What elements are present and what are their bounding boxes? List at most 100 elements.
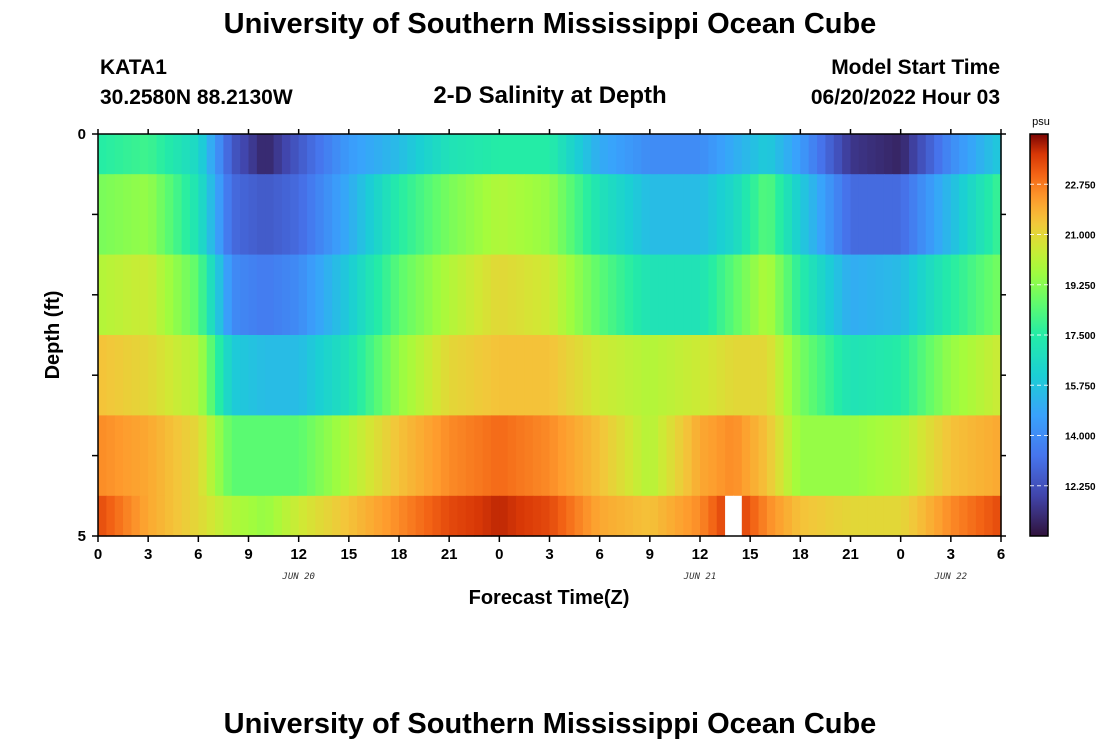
heatmap-cell bbox=[131, 495, 141, 537]
heatmap-cell bbox=[499, 254, 509, 336]
heatmap-cell bbox=[532, 335, 542, 416]
heatmap-cell bbox=[98, 415, 107, 497]
heatmap-cell bbox=[925, 495, 935, 537]
heatmap-cell bbox=[532, 134, 542, 175]
heatmap-cell bbox=[432, 174, 442, 256]
heatmap-cell bbox=[265, 254, 275, 336]
heatmap-cell bbox=[189, 174, 199, 256]
heatmap-cell bbox=[440, 134, 450, 175]
heatmap-cell bbox=[198, 254, 208, 336]
colorbar-tick-label: 21.000 bbox=[1065, 231, 1096, 242]
heatmap-cell bbox=[758, 174, 768, 256]
heatmap-cell bbox=[340, 254, 350, 336]
heatmap-cell bbox=[808, 254, 818, 336]
heatmap-cell bbox=[281, 415, 291, 497]
heatmap-cell bbox=[633, 254, 643, 336]
heatmap-cell bbox=[658, 254, 668, 336]
heatmap-cell bbox=[490, 495, 500, 537]
heatmap-cell bbox=[373, 174, 383, 256]
heatmap-cell bbox=[758, 495, 768, 537]
heatmap-cell bbox=[850, 134, 860, 175]
heatmap-cell bbox=[959, 495, 969, 537]
heatmap-cell bbox=[758, 335, 768, 416]
heatmap-cell bbox=[424, 415, 434, 497]
heatmap-cell bbox=[474, 254, 484, 336]
heatmap-cell bbox=[148, 495, 158, 537]
heatmap-cell bbox=[357, 335, 367, 416]
heatmap-cell bbox=[231, 134, 241, 175]
heatmap-cell bbox=[449, 254, 459, 336]
heatmap-cell bbox=[925, 335, 935, 416]
heatmap-cell bbox=[499, 335, 509, 416]
heatmap-cell bbox=[541, 335, 551, 416]
heatmap-cell bbox=[766, 174, 776, 256]
heatmap-cell bbox=[599, 495, 609, 537]
heatmap-cell bbox=[407, 254, 417, 336]
heatmap-cell bbox=[691, 134, 701, 175]
heatmap-cell bbox=[683, 495, 693, 537]
heatmap-cell bbox=[925, 415, 935, 497]
heatmap-cell bbox=[206, 495, 216, 537]
heatmap-cell bbox=[867, 415, 877, 497]
heatmap-cell bbox=[382, 335, 392, 416]
heatmap-cell bbox=[424, 134, 434, 175]
heatmap-cell bbox=[616, 134, 626, 175]
x-tick-label: 3 bbox=[144, 546, 152, 563]
heatmap-cell bbox=[875, 254, 885, 336]
heatmap-cell bbox=[875, 415, 885, 497]
heatmap-cell bbox=[574, 174, 584, 256]
heatmap-cell bbox=[658, 415, 668, 497]
heatmap-cell bbox=[733, 254, 743, 336]
heatmap-cell bbox=[683, 174, 693, 256]
heatmap-cell bbox=[173, 415, 183, 497]
heatmap-cell bbox=[465, 495, 475, 537]
heatmap-cell bbox=[608, 415, 617, 497]
heatmap-cell bbox=[599, 174, 609, 256]
heatmap-cell bbox=[942, 495, 952, 537]
heatmap-cell bbox=[975, 495, 985, 537]
heatmap-cell bbox=[524, 174, 534, 256]
x-date-label: JUN 22 bbox=[934, 572, 968, 582]
heatmap-cell bbox=[457, 174, 467, 256]
heatmap-cell bbox=[273, 415, 283, 497]
heatmap-cell bbox=[574, 134, 584, 175]
heatmap-cell bbox=[449, 415, 459, 497]
heatmap-cell bbox=[691, 174, 701, 256]
heatmap-cell bbox=[215, 415, 225, 497]
heatmap-cell bbox=[332, 134, 342, 175]
heatmap-cell bbox=[148, 415, 158, 497]
heatmap-cell bbox=[741, 134, 751, 175]
heatmap-cell bbox=[399, 495, 408, 537]
heatmap-cell bbox=[791, 134, 801, 175]
heatmap-cell bbox=[114, 415, 124, 497]
heatmap-cell bbox=[123, 134, 133, 175]
heatmap-cell bbox=[925, 254, 935, 336]
heatmap-cell bbox=[683, 254, 693, 336]
heatmap-cell bbox=[858, 415, 868, 497]
heatmap-cell bbox=[240, 134, 250, 175]
heatmap-cell bbox=[984, 254, 994, 336]
heatmap-cell bbox=[825, 134, 835, 175]
heatmap-cell bbox=[674, 174, 684, 256]
heatmap-cell bbox=[507, 254, 517, 336]
heatmap-cell bbox=[499, 415, 509, 497]
heatmap-cell bbox=[608, 335, 617, 416]
heatmap-cell bbox=[666, 174, 676, 256]
heatmap-cell bbox=[516, 415, 526, 497]
heatmap-cell bbox=[189, 134, 199, 175]
heatmap-cell bbox=[700, 495, 709, 537]
heatmap-cell bbox=[332, 174, 342, 256]
heatmap-cell bbox=[123, 254, 133, 336]
heatmap-cell bbox=[758, 134, 768, 175]
x-tick-label: 0 bbox=[896, 546, 904, 563]
model-start-label: Model Start Time bbox=[831, 56, 1000, 79]
heatmap-cell bbox=[290, 335, 300, 416]
heatmap-cell bbox=[800, 495, 810, 537]
heatmap-cell bbox=[942, 415, 952, 497]
heatmap-cell bbox=[641, 335, 651, 416]
heatmap-cell bbox=[231, 415, 241, 497]
heatmap-cell bbox=[114, 254, 124, 336]
heatmap-cell bbox=[549, 174, 559, 256]
heatmap-cell bbox=[440, 174, 450, 256]
